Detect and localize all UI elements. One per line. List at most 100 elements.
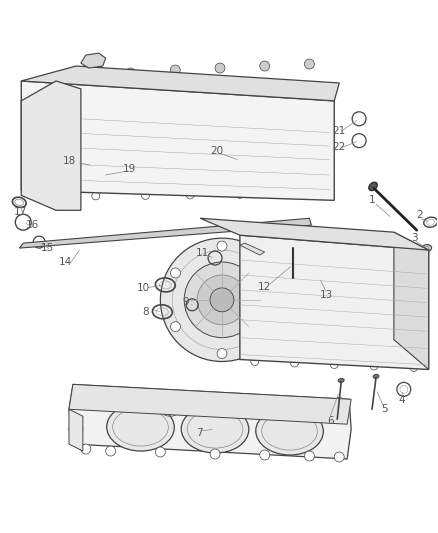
Circle shape [170, 322, 180, 332]
Circle shape [251, 236, 259, 244]
Circle shape [370, 242, 378, 250]
Circle shape [217, 349, 227, 359]
Circle shape [126, 68, 135, 78]
Ellipse shape [37, 139, 65, 173]
Circle shape [217, 241, 227, 251]
Ellipse shape [301, 282, 327, 317]
Text: 6: 6 [327, 416, 334, 426]
Ellipse shape [373, 374, 379, 378]
Text: 21: 21 [332, 126, 346, 136]
Polygon shape [240, 243, 265, 255]
Polygon shape [69, 384, 351, 459]
Circle shape [281, 190, 289, 198]
Circle shape [92, 192, 100, 200]
Circle shape [334, 397, 344, 407]
Circle shape [260, 450, 270, 460]
Circle shape [45, 150, 57, 161]
Text: 19: 19 [123, 164, 136, 174]
Circle shape [330, 360, 338, 368]
Ellipse shape [181, 405, 249, 453]
Ellipse shape [369, 182, 377, 191]
Polygon shape [240, 235, 429, 369]
Circle shape [59, 105, 67, 113]
Circle shape [281, 234, 289, 242]
Ellipse shape [336, 287, 362, 322]
Text: 18: 18 [63, 156, 76, 166]
Circle shape [210, 394, 220, 404]
Text: 13: 13 [319, 290, 332, 300]
Circle shape [197, 275, 247, 325]
Ellipse shape [267, 278, 293, 312]
Ellipse shape [409, 314, 419, 322]
Circle shape [320, 189, 328, 197]
Text: 11: 11 [196, 248, 209, 258]
Text: 10: 10 [137, 283, 150, 293]
Polygon shape [394, 232, 429, 369]
Ellipse shape [422, 245, 431, 252]
Circle shape [325, 238, 333, 246]
Text: 15: 15 [41, 243, 54, 253]
Text: 8: 8 [142, 307, 149, 317]
Ellipse shape [256, 407, 323, 455]
Circle shape [210, 449, 220, 459]
Ellipse shape [256, 156, 287, 171]
Text: 1: 1 [369, 196, 376, 205]
Circle shape [106, 390, 116, 400]
Ellipse shape [338, 378, 344, 383]
Circle shape [184, 262, 260, 337]
Polygon shape [69, 384, 351, 424]
Circle shape [186, 191, 194, 199]
Polygon shape [200, 218, 429, 250]
Ellipse shape [409, 258, 419, 266]
Circle shape [35, 105, 43, 113]
Text: 17: 17 [13, 207, 27, 217]
Circle shape [304, 397, 314, 407]
Circle shape [47, 192, 55, 200]
Circle shape [304, 451, 314, 461]
Text: 22: 22 [332, 142, 346, 151]
Circle shape [334, 452, 344, 462]
Circle shape [155, 447, 165, 457]
Ellipse shape [409, 342, 419, 350]
Circle shape [106, 446, 116, 456]
Ellipse shape [124, 125, 157, 143]
Circle shape [81, 444, 91, 454]
Polygon shape [21, 66, 339, 101]
Polygon shape [19, 218, 311, 248]
Text: 20: 20 [210, 146, 223, 156]
Ellipse shape [167, 152, 199, 167]
Polygon shape [21, 81, 334, 200]
Ellipse shape [409, 286, 419, 294]
Text: 12: 12 [258, 282, 271, 292]
Text: 3: 3 [411, 233, 417, 243]
Text: 4: 4 [399, 395, 406, 405]
Ellipse shape [123, 151, 155, 166]
Circle shape [141, 191, 149, 199]
Ellipse shape [107, 403, 174, 451]
Circle shape [160, 238, 283, 361]
Text: 7: 7 [196, 428, 203, 438]
Circle shape [251, 358, 259, 366]
Circle shape [264, 322, 273, 332]
Ellipse shape [371, 293, 397, 327]
Circle shape [290, 359, 298, 367]
Circle shape [260, 397, 270, 406]
Ellipse shape [258, 129, 292, 147]
Ellipse shape [212, 154, 244, 169]
Circle shape [81, 391, 91, 401]
Polygon shape [69, 409, 83, 451]
Circle shape [215, 63, 225, 73]
Text: 5: 5 [381, 404, 388, 414]
Circle shape [170, 268, 180, 278]
Text: 9: 9 [182, 297, 189, 307]
Circle shape [264, 268, 273, 278]
Circle shape [304, 59, 314, 69]
Ellipse shape [213, 128, 247, 146]
Circle shape [59, 181, 67, 189]
Polygon shape [21, 81, 81, 211]
Circle shape [69, 422, 83, 436]
Ellipse shape [288, 246, 297, 251]
Circle shape [81, 72, 91, 82]
Circle shape [170, 65, 180, 75]
Circle shape [210, 288, 234, 312]
